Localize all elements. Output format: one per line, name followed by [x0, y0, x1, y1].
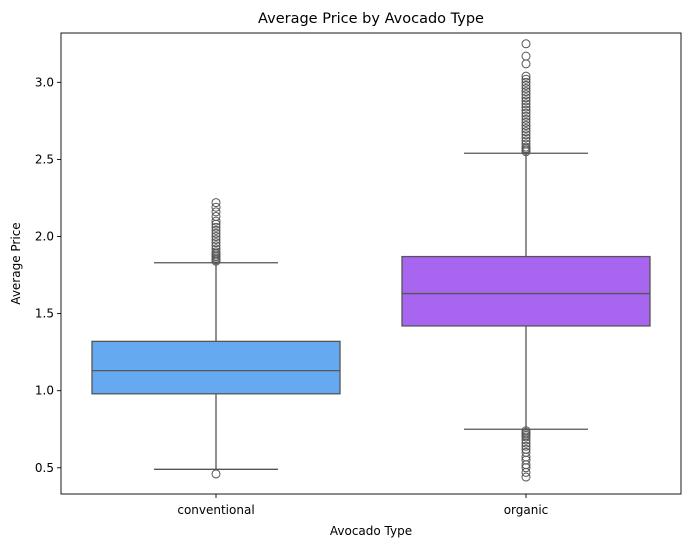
outlier-point — [521, 87, 531, 97]
outlier-point — [521, 136, 531, 146]
outlier-point — [521, 121, 531, 131]
outlier-point — [521, 472, 531, 482]
y-tick-label: 1.0 — [35, 384, 54, 398]
outlier-point — [211, 202, 221, 212]
outlier-point — [521, 139, 531, 149]
outlier-point — [521, 108, 531, 118]
outlier-point — [521, 90, 531, 100]
box-group-organic — [401, 39, 651, 482]
outlier-point — [521, 444, 531, 454]
chart-title: Average Price by Avocado Type — [258, 11, 484, 27]
y-axis-label: Average Price — [9, 222, 23, 304]
outlier-point — [521, 142, 531, 152]
outlier-point — [211, 225, 221, 235]
x-tick-label-conventional: conventional — [177, 503, 254, 517]
outlier-point — [521, 441, 531, 451]
outlier-point — [521, 133, 531, 143]
y-tick-label: 1.5 — [35, 307, 54, 321]
x-tick-label-organic: organic — [504, 503, 549, 517]
outlier-point — [211, 198, 221, 208]
outlier-point — [521, 84, 531, 94]
outlier-point — [521, 467, 531, 477]
outlier-point — [521, 93, 531, 103]
box-organic — [401, 255, 651, 327]
outlier-point — [521, 71, 531, 81]
outlier-point — [521, 77, 531, 87]
plot-frame — [60, 32, 682, 495]
outlier-point — [521, 59, 531, 69]
y-tick-label: 2.0 — [35, 230, 54, 244]
y-tick-label: 0.5 — [35, 461, 54, 475]
outlier-point — [521, 39, 531, 49]
outlier-point — [521, 117, 531, 127]
outlier-point — [521, 99, 531, 109]
outlier-point — [521, 127, 531, 137]
plot-area — [91, 39, 651, 482]
outlier-point — [521, 124, 531, 134]
outlier-point — [211, 244, 221, 254]
outlier-point — [211, 235, 221, 245]
outlier-point — [211, 232, 221, 242]
outlier-point — [521, 426, 531, 436]
outlier-point — [211, 211, 221, 221]
outlier-point — [521, 80, 531, 90]
outlier-point — [521, 130, 531, 140]
y-tick-label: 2.5 — [35, 152, 54, 166]
outlier-point — [211, 469, 221, 479]
outlier-point — [211, 216, 221, 226]
outlier-point — [211, 241, 221, 251]
axes: 0.5 1.0 1.5 2.0 2.5 3.0 conventional organic — [35, 75, 548, 517]
outlier-point — [521, 105, 531, 115]
outlier-point — [211, 222, 221, 232]
outlier-point — [211, 238, 221, 248]
outlier-point — [521, 111, 531, 121]
box-conventional — [91, 340, 341, 395]
outlier-point — [521, 74, 531, 84]
outlier-point — [521, 114, 531, 124]
y-tick-label: 3.0 — [35, 75, 54, 89]
outlier-point — [211, 207, 221, 217]
outlier-point — [521, 96, 531, 106]
outlier-point — [211, 247, 221, 257]
outlier-point — [211, 228, 221, 238]
outlier-point — [521, 51, 531, 61]
outlier-point — [521, 447, 531, 457]
x-axis-label: Avocado Type — [330, 524, 412, 538]
box-group-conventional — [91, 198, 341, 479]
outlier-point — [521, 102, 531, 112]
